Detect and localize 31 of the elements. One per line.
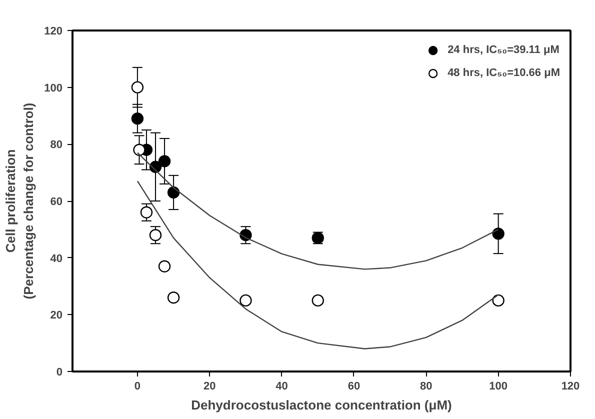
- legend-label: 48 hrs, IC₅₀=10.66 μM: [448, 67, 560, 79]
- point: [133, 144, 146, 156]
- point: [131, 112, 144, 125]
- y-axis-title: Cell proliferation (Percentage change for control): [3, 102, 36, 300]
- y-tick-label: 120: [44, 26, 63, 38]
- y-tick-label: 80: [50, 139, 63, 152]
- x-tick-label: 40: [276, 380, 288, 392]
- x-tick-label: 60: [348, 380, 360, 392]
- point: [312, 294, 324, 307]
- x-axis-title: Dehydrocostuslactone concentration (μM): [191, 398, 452, 412]
- point: [149, 229, 162, 242]
- y-tick-label: 100: [44, 82, 63, 94]
- point: [492, 228, 504, 240]
- point: [131, 81, 144, 94]
- y-tick-label: 40: [50, 252, 63, 265]
- point: [492, 294, 504, 307]
- y-tick-label: 0: [56, 366, 63, 378]
- point: [158, 260, 171, 272]
- point: [167, 186, 180, 199]
- legend-label: 24 hrs, IC₅₀=39.11 μM: [448, 44, 560, 56]
- point: [167, 292, 180, 304]
- y-tick-label: 20: [50, 310, 63, 322]
- y-tick-label: 60: [50, 196, 63, 208]
- x-tick-label: 120: [561, 380, 580, 392]
- x-tick-label: 80: [420, 380, 432, 392]
- x-tick-label: 20: [204, 380, 216, 392]
- point: [240, 294, 252, 307]
- point: [158, 155, 171, 168]
- point: [140, 206, 153, 218]
- x-tick-label: 100: [489, 380, 508, 392]
- x-tick-label: 0: [134, 380, 141, 392]
